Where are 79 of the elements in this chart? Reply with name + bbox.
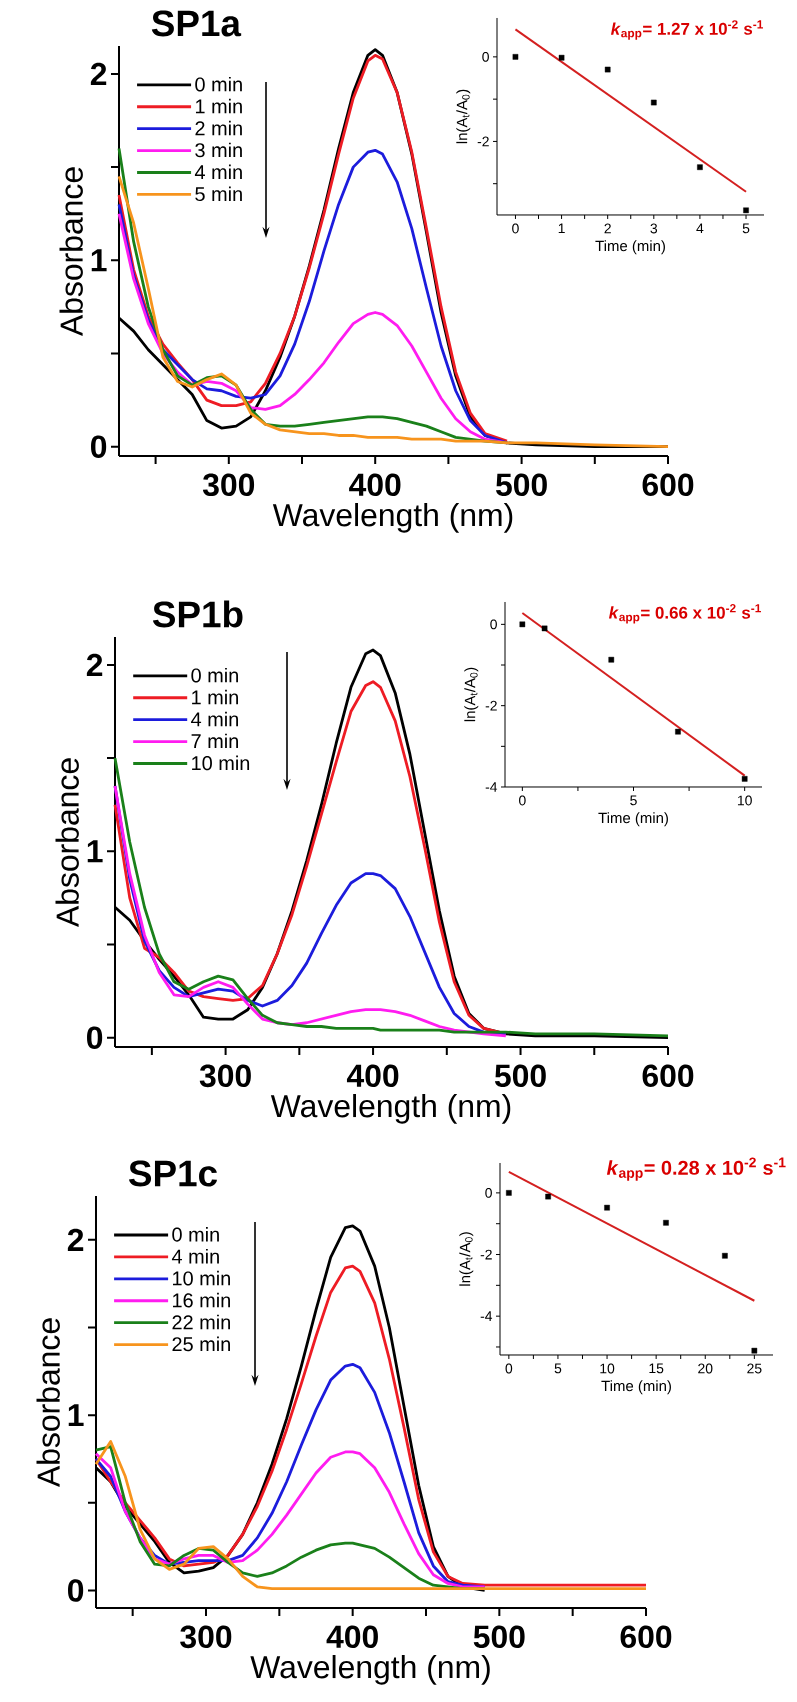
y-axis-title: Absorbance [36,1318,60,1488]
x-tick-label: 5 [630,795,637,806]
y-tick-label: -2 [485,700,497,711]
y-axis-title: ln(A$_{t}$/A$_{0}$) [456,89,471,144]
x-tick-label: 500 [473,1625,525,1649]
x-tick-label: 10 [737,795,752,806]
x-tick-label: 1 [558,223,565,234]
annotation: k$_{app}$= 0.28 x 10$^{-2}$ s$^{-1}$ [606,1157,786,1181]
legend-label: 22 min [172,1314,230,1330]
x-axis-title: Time (min) [598,812,668,827]
y-tick-label: -2 [477,136,489,147]
legend-label: 3 min [195,142,242,158]
x-axis-title: Wavelength (nm) [272,502,513,533]
legend-label: 10 min [192,755,250,771]
x-tick-label: 0 [519,795,526,806]
y-tick-label: 2 [67,1228,84,1251]
x-tick-label: 25 [747,1363,762,1374]
y-tick-label: -2 [480,1249,492,1260]
x-tick-label: 400 [346,1064,399,1088]
y-tick-label: -4 [485,782,498,792]
x-tick-label: 2 [604,223,611,234]
x-tick-label: 400 [326,1625,378,1649]
x-tick-label: 5 [554,1363,562,1374]
legend-label: 16 min [173,1292,230,1308]
x-tick-label: 600 [620,1625,672,1649]
x-tick-label: 0 [505,1363,513,1374]
legend-label: 2 min [195,120,242,136]
legend-label: 4 min [194,164,242,179]
legend-label: 7 min [191,733,238,749]
y-tick-label: 1 [91,249,107,272]
x-tick-label: 20 [698,1363,713,1374]
chart-title: SP1a [151,10,242,37]
legend-label: 0 min [172,1227,219,1242]
legend-label: 25 min [172,1336,230,1352]
y-axis-title: Absorbance [59,167,83,336]
y-tick-label: 0 [91,435,107,458]
x-tick-label: 300 [202,473,255,497]
y-tick-label: 0 [87,1026,103,1049]
legend-label: 1 min [192,689,238,705]
y-tick-label: 2 [86,653,103,677]
annotation: k$_{app}$= 0.66 x 10$^{-2}$ s$^{-1}$ [608,604,761,624]
x-axis-title: Wavelength (nm) [270,1093,511,1124]
legend-label: 10 min [173,1270,230,1286]
x-tick-label: 300 [199,1064,251,1088]
y-tick-label: 0 [485,1187,492,1198]
y-tick-label: 2 [90,62,107,86]
y-tick-label: 0 [482,51,489,62]
x-axis-title: Wavelength (nm) [250,1654,490,1685]
legend-label: 1 min [195,98,242,114]
chart-title: SP1c [128,1160,217,1187]
legend-label: 0 min [195,76,242,92]
y-tick-label: 1 [68,1404,84,1427]
legend-label: 0 min [191,667,238,683]
x-tick-label: 500 [494,1064,546,1088]
x-tick-label: 400 [349,473,401,497]
x-tick-label: 0 [512,223,519,234]
x-tick-label: 3 [650,223,658,234]
y-tick-label: 0 [68,1579,84,1602]
x-tick-label: 600 [642,1064,694,1088]
x-tick-label: 15 [649,1363,664,1374]
x-tick-label: 4 [696,223,704,234]
x-tick-label: 300 [180,1625,232,1649]
chart-title: SP1b [152,600,243,628]
y-axis-title: Absorbance [55,758,79,927]
y-tick-label: 1 [87,840,103,863]
y-tick-label: -4 [480,1311,493,1321]
legend-label: 5 min [195,186,242,202]
x-tick-label: 600 [642,473,694,497]
legend-label: 4 min [171,1248,219,1264]
x-axis-title: Time (min) [595,240,665,255]
annotation: k$_{app}$= 1.27 x 10$^{-2}$ s$^{-1}$ [610,20,763,40]
x-tick-label: 10 [600,1363,615,1374]
y-axis-title: ln(A$_{t}$/A$_{0}$) [459,1232,474,1286]
y-axis-title: ln(A$_{t}$/A$_{0}$) [464,667,479,722]
x-tick-label: 500 [495,473,547,497]
legend-label: 4 min [191,711,238,727]
y-tick-label: 0 [490,619,497,630]
x-axis-title: Time (min) [601,1380,671,1395]
x-tick-label: 5 [742,223,750,234]
